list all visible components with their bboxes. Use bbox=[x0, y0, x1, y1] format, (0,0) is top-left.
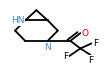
Text: F: F bbox=[63, 52, 68, 61]
Text: O: O bbox=[82, 29, 89, 38]
Text: F: F bbox=[93, 39, 98, 48]
Text: F: F bbox=[88, 56, 93, 65]
Text: HN: HN bbox=[11, 16, 25, 25]
Text: N: N bbox=[44, 43, 51, 52]
